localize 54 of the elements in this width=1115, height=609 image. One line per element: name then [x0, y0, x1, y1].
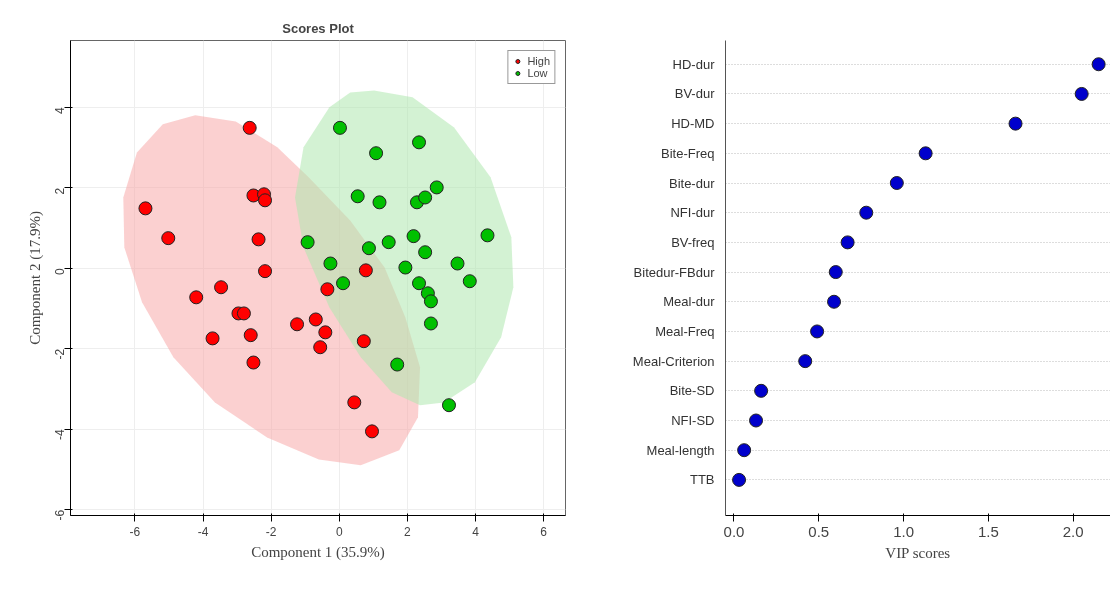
x-tick-label: 2 — [404, 524, 412, 539]
y-tick-label: Meal-dur — [663, 294, 716, 310]
point — [918, 146, 933, 161]
x-tick-label: 4 — [472, 524, 480, 539]
point — [754, 383, 769, 398]
x-tick-label: 1.0 — [893, 522, 915, 540]
y-tick-label: BV-freq — [671, 234, 715, 250]
y-tick-label: Meal-Freq — [655, 323, 715, 339]
x-tick-label: 0.0 — [723, 522, 745, 540]
x-tick-label: 2.0 — [1062, 522, 1084, 540]
point — [1074, 86, 1089, 101]
y-tick-label: Meal-Criterion — [632, 353, 715, 369]
point — [749, 413, 764, 428]
y-tick-label: 4 — [53, 107, 67, 114]
x-tick-label: 1.5 — [977, 522, 999, 540]
point — [889, 176, 904, 190]
chart-title: Scores Plot — [282, 20, 355, 36]
point — [827, 294, 842, 309]
x-tick-label: -4 — [197, 524, 209, 539]
y-tick-label: TTB — [689, 472, 715, 488]
point — [828, 265, 843, 280]
y-tick-label: -4 — [53, 429, 67, 441]
point — [810, 324, 825, 339]
y-tick-label: Bite-SD — [669, 383, 715, 399]
y-tick-label: Bite-dur — [668, 175, 716, 191]
point — [859, 205, 874, 220]
y-tick-label: Meal-length — [646, 442, 715, 458]
y-tick-label: BV-dur — [674, 86, 716, 102]
y-tick-label: Bitedur-FBdur — [633, 264, 716, 280]
y-tick-label: 0 — [53, 268, 67, 276]
x-tick-label: -6 — [129, 524, 141, 539]
y-tick-label: NFI-dur — [670, 205, 716, 221]
point — [1091, 57, 1106, 72]
x-axis-title: VIP scores — [885, 544, 951, 561]
x-tick-label: 0.5 — [808, 522, 830, 540]
x-tick-label: 6 — [540, 524, 548, 539]
point — [840, 235, 855, 250]
y-tick-label: -6 — [53, 509, 67, 521]
y-axis-title: Component 2 (17.9%) — [26, 211, 44, 345]
y-tick-label: NFI-SD — [671, 413, 715, 428]
y-tick-label: Bite-Freq — [661, 145, 715, 161]
x-tick-label: -2 — [265, 524, 277, 539]
point — [732, 472, 747, 487]
legend-label: Low — [527, 67, 548, 79]
legend-label: High — [527, 55, 550, 67]
y-tick-label: HD-MD — [671, 116, 715, 132]
point — [1008, 116, 1023, 131]
point — [737, 443, 752, 458]
y-tick-label: -2 — [53, 348, 67, 360]
y-tick-label: HD-dur — [672, 56, 716, 72]
point — [798, 354, 813, 369]
y-tick-label: 2 — [53, 187, 67, 195]
x-tick-label: 0 — [335, 524, 343, 539]
x-axis-title: Component 1 (35.9%) — [251, 543, 385, 561]
